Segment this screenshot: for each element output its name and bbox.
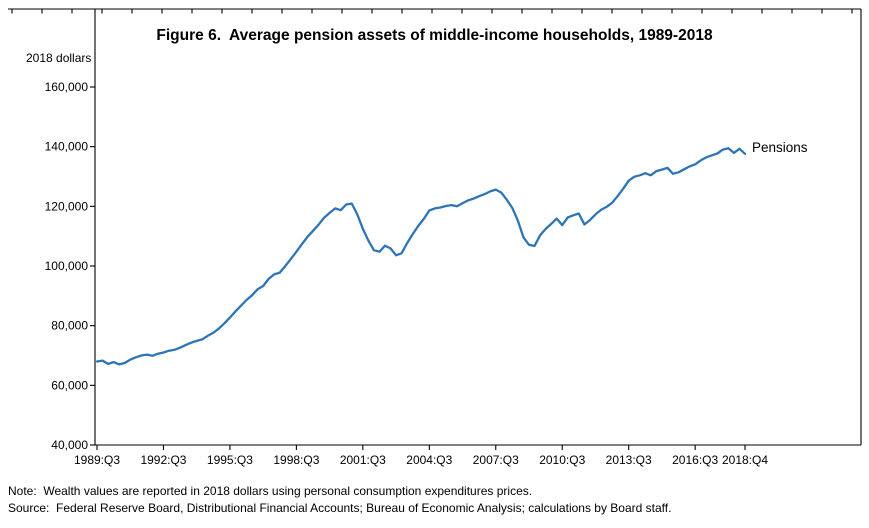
y-tick-label: 160,000 <box>45 80 89 94</box>
x-tick-label: 2004:Q3 <box>406 453 452 467</box>
source-text: Source: Federal Reserve Board, Distribut… <box>8 501 672 515</box>
x-tick-label: 2016:Q3 <box>672 453 718 467</box>
x-tick-label: 2010:Q3 <box>539 453 585 467</box>
y-tick-label: 60,000 <box>51 378 88 392</box>
x-tick-label: 1992:Q3 <box>140 453 186 467</box>
x-tick-label: 1995:Q3 <box>207 453 253 467</box>
note-text: Note: Wealth values are reported in 2018… <box>8 484 533 498</box>
pensions-line <box>95 147 747 366</box>
x-tick-label: 2013:Q3 <box>606 453 652 467</box>
y-tick-label: 100,000 <box>45 259 89 273</box>
chart-title: Figure 6. Average pension assets of midd… <box>156 27 713 44</box>
y-tick-label: 140,000 <box>45 140 89 154</box>
x-tick-label: 2001:Q3 <box>340 453 386 467</box>
y-axis-unit-label: 2018 dollars <box>26 51 92 65</box>
x-tick-label: 2018:Q4 <box>722 453 768 467</box>
y-tick-label: 40,000 <box>51 438 88 452</box>
y-tick-label: 80,000 <box>51 319 88 333</box>
x-tick-label: 2007:Q3 <box>473 453 519 467</box>
x-tick-label: 1998:Q3 <box>273 453 319 467</box>
y-tick-label: 120,000 <box>45 199 89 213</box>
x-tick-label: 1989:Q3 <box>74 453 120 467</box>
series-label-pensions: Pensions <box>752 140 808 155</box>
